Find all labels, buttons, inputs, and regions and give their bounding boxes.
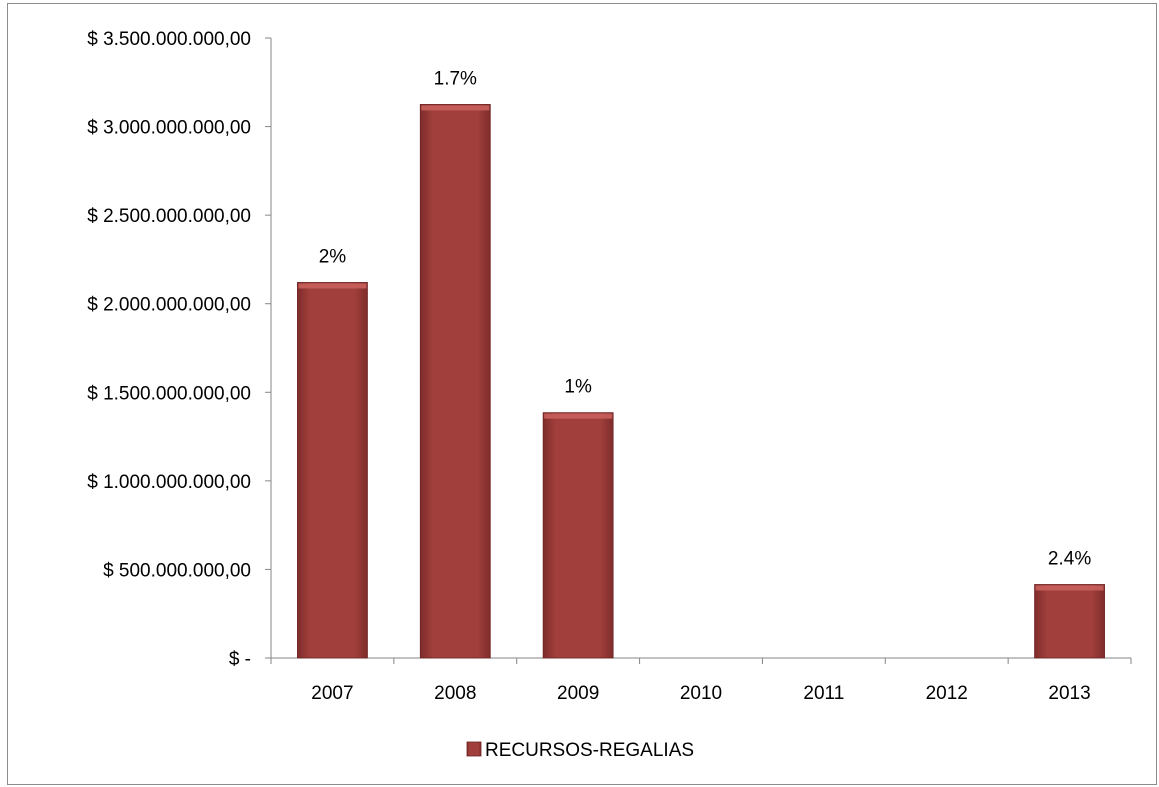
- x-tick-label: 2008: [434, 683, 476, 704]
- data-label: 1.7%: [434, 68, 477, 89]
- bar-top-bevel: [298, 283, 367, 289]
- x-tick-label: 2007: [311, 683, 353, 704]
- y-tick-label: $ 500.000.000,00: [103, 560, 251, 581]
- y-tick-label: $ -: [229, 649, 251, 670]
- bar: [419, 104, 491, 659]
- y-tick-label: $ 2.000.000.000,00: [87, 295, 251, 316]
- y-tick-label: $ 3.000.000.000,00: [87, 118, 251, 139]
- y-tick-label: $ 1.500.000.000,00: [87, 383, 251, 404]
- x-tick-label: 2013: [1048, 683, 1090, 704]
- legend-swatch: [466, 741, 482, 757]
- bar-top-bevel: [544, 413, 613, 419]
- data-labels: 2% 1.7% 1% 2.4%: [319, 68, 1092, 569]
- y-tick-label: $ 2.500.000.000,00: [87, 206, 251, 227]
- x-axis: 2007 2008 2009 2010 2011 2012 2013: [270, 657, 1132, 704]
- legend: RECURSOS-REGALIAS: [466, 740, 694, 761]
- bar: [1034, 584, 1105, 659]
- data-label: 2%: [319, 246, 347, 267]
- data-label: 1%: [564, 377, 592, 398]
- bar-top-bevel: [1035, 585, 1104, 591]
- y-tick-label: $ 3.500.000.000,00: [87, 29, 251, 50]
- bars: [297, 104, 1105, 659]
- legend-label: RECURSOS-REGALIAS: [485, 740, 694, 761]
- x-tick-label: 2009: [557, 683, 599, 704]
- bar: [297, 282, 368, 659]
- data-label: 2.4%: [1048, 548, 1091, 569]
- bar: [542, 412, 614, 659]
- x-tick-label: 2012: [926, 683, 968, 704]
- y-tick-label: $ 1.000.000.000,00: [87, 472, 251, 493]
- y-axis: $ - $ 500.000.000,00 $ 1.000.000.000,00 $ 1…: [87, 29, 272, 670]
- bar-top-bevel: [421, 105, 490, 111]
- x-tick-label: 2011: [803, 683, 844, 704]
- x-tick-label: 2010: [680, 683, 722, 704]
